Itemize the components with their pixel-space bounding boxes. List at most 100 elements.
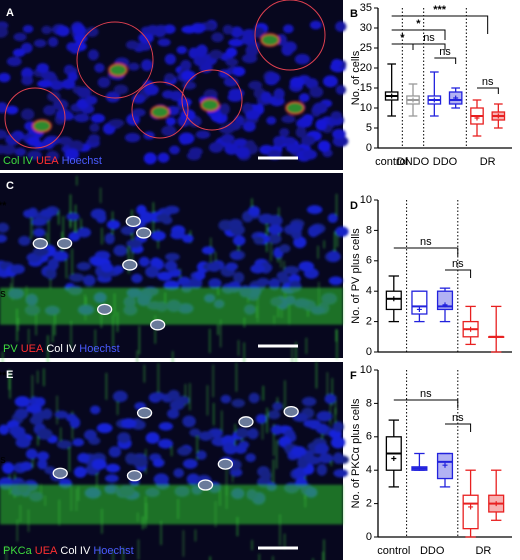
- green-fiber: [157, 363, 160, 395]
- vessel: [56, 237, 73, 250]
- nucleus: [332, 128, 346, 140]
- nucleus: [64, 148, 80, 161]
- nucleus: [182, 81, 197, 90]
- nucleus: [94, 63, 105, 73]
- nucleus: [189, 277, 203, 289]
- nucleus: [271, 424, 283, 435]
- green-fiber: [261, 422, 264, 440]
- nucleus: [13, 32, 27, 42]
- nucleus: [232, 235, 246, 246]
- mean-marker: [474, 115, 480, 121]
- green-fiber: [51, 324, 54, 343]
- nucleus: [233, 138, 248, 147]
- green-fiber: [335, 329, 338, 342]
- nucleus: [56, 25, 70, 37]
- nucleus: [14, 408, 29, 420]
- nucleus: [306, 205, 323, 215]
- significance-bracket: [393, 247, 459, 256]
- legend-entry: Hoechst: [79, 343, 119, 355]
- green-fiber: [336, 329, 338, 360]
- green-fiber: [315, 362, 318, 389]
- green-fiber: [243, 342, 245, 363]
- nucleus: [83, 429, 97, 441]
- nucleus: [9, 426, 26, 437]
- nucleus: [131, 273, 143, 284]
- nucleus: [195, 45, 208, 58]
- legend-entry: Col IV: [46, 343, 77, 355]
- nucleus: [298, 261, 315, 272]
- x-tick-label: DR: [475, 545, 491, 557]
- nucleus: [85, 95, 98, 105]
- nucleus: [41, 137, 55, 150]
- nucleus: [298, 93, 310, 103]
- nucleus: [330, 436, 346, 449]
- nucleus: [156, 213, 170, 223]
- nucleus: [245, 110, 261, 120]
- green-fiber: [209, 328, 211, 353]
- nucleus: [145, 265, 159, 278]
- vessel: [217, 458, 233, 470]
- nucleus: [161, 125, 177, 137]
- nucleus: [211, 32, 224, 43]
- nucleus: [12, 48, 26, 57]
- nucleus: [182, 415, 196, 428]
- nucleus: [333, 452, 344, 464]
- nucleus: [157, 152, 170, 163]
- nucleus: [312, 102, 328, 114]
- green-fiber: [219, 319, 222, 348]
- significance-label: ns: [0, 288, 6, 300]
- nucleus: [113, 244, 128, 257]
- green-fiber: [60, 427, 62, 446]
- nucleus: [0, 424, 10, 435]
- nucleus: [303, 419, 320, 428]
- nucleus: [315, 423, 329, 434]
- mean-marker: [468, 504, 474, 510]
- nucleus: [335, 21, 347, 32]
- nucleus: [266, 116, 277, 125]
- green-fiber: [112, 315, 114, 348]
- green-fiber: [323, 539, 325, 560]
- nucleus: [177, 446, 192, 456]
- green-layer: [0, 484, 343, 525]
- nucleus: [131, 108, 146, 117]
- nucleus: [125, 40, 139, 50]
- nucleus: [0, 234, 8, 243]
- green-fiber: [122, 547, 124, 560]
- nucleus: [283, 24, 294, 34]
- nucleus: [23, 209, 36, 219]
- nucleus: [46, 150, 60, 162]
- nucleus: [295, 126, 307, 138]
- nucleus: [132, 457, 148, 468]
- green-fiber: [160, 521, 162, 546]
- nucleus: [72, 24, 86, 36]
- nucleus: [273, 136, 285, 147]
- legend-entry: UEA: [36, 155, 59, 167]
- green-fiber: [170, 446, 173, 457]
- nucleus: [301, 135, 316, 146]
- green-fiber: [196, 431, 198, 460]
- nucleus: [10, 264, 25, 275]
- significance-label: ns: [420, 388, 432, 400]
- nucleus: [39, 208, 56, 218]
- nucleus: [72, 438, 85, 447]
- nucleus: [188, 147, 203, 157]
- image-legend: Col IV UEA Hoechst: [3, 155, 102, 167]
- nucleus: [301, 396, 317, 407]
- nucleus: [126, 113, 140, 126]
- legend-entry: PV: [3, 343, 18, 355]
- nucleus: [25, 448, 38, 460]
- green-fiber: [209, 556, 211, 560]
- vessel: [126, 469, 143, 482]
- x-tick-label: DDO: [433, 156, 458, 168]
- nucleus: [289, 76, 305, 88]
- green-fiber: [295, 342, 297, 365]
- nucleus: [76, 86, 92, 99]
- vessel-outline: [254, 0, 326, 71]
- nucleus: [208, 142, 224, 153]
- y-tick-label: 25: [360, 42, 372, 54]
- green-fiber: [48, 220, 50, 245]
- nucleus: [333, 468, 348, 478]
- nucleus: [298, 116, 313, 128]
- green-fiber: [221, 410, 223, 436]
